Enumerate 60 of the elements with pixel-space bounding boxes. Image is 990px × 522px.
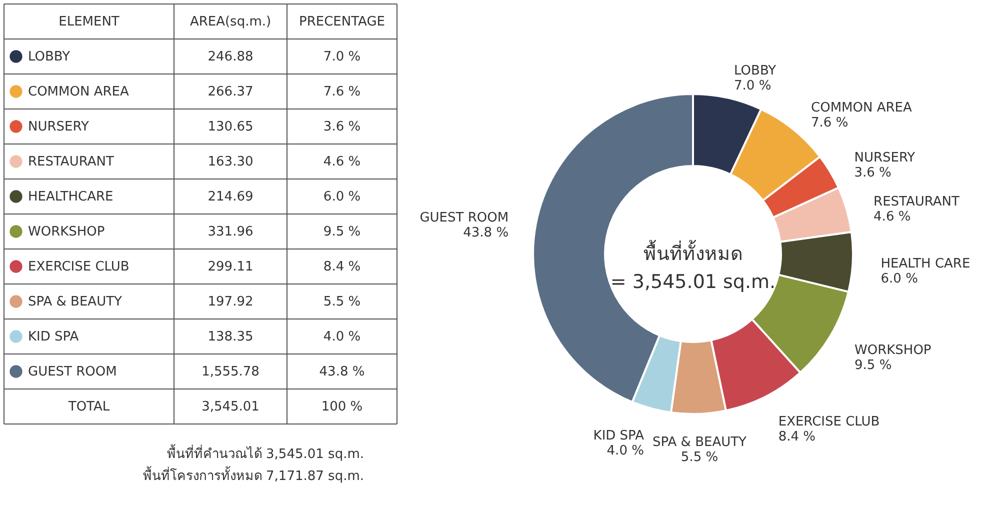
category-label: HEALTHCARE bbox=[28, 190, 114, 204]
data-label: 130.65 bbox=[208, 120, 254, 134]
data-label: 4.6 % bbox=[874, 210, 911, 225]
slice-label: RESTAURANT bbox=[874, 194, 960, 210]
data-label: 4.6 % bbox=[323, 154, 361, 170]
data-label: 7.6 % bbox=[323, 84, 361, 100]
data-label: 266.37 bbox=[208, 84, 254, 100]
data-label: 5.5 % bbox=[680, 450, 718, 465]
data-label: 214.69 bbox=[208, 190, 254, 204]
slice-label: SPA & BEAUTY bbox=[652, 434, 747, 450]
data-label: 43.8 % bbox=[463, 226, 509, 241]
category-label: KID SPA bbox=[28, 330, 79, 344]
category-label: SPA & BEAUTY bbox=[28, 294, 122, 310]
data-label: 4.0 % bbox=[606, 443, 644, 458]
slice-label: NURSERY bbox=[854, 150, 916, 166]
data-label: 9.5 % bbox=[323, 224, 361, 240]
category-label: NURSERY bbox=[28, 120, 89, 134]
data-label: 331.96 bbox=[208, 224, 254, 240]
text: = 3,545.01 sq.m. bbox=[610, 271, 776, 293]
category-label: COMMON AREA bbox=[28, 84, 129, 100]
slice-label: EXERCISE CLUB bbox=[778, 414, 880, 430]
data-label: 8.4 % bbox=[778, 430, 816, 445]
data-label: 138.35 bbox=[208, 330, 254, 344]
data-label: 5.5 % bbox=[323, 294, 361, 310]
text: ELEMENT bbox=[58, 14, 120, 30]
data-label: 7.6 % bbox=[811, 116, 848, 131]
slice-label: KID SPA bbox=[593, 428, 644, 444]
data-label: 1,555.78 bbox=[202, 364, 260, 380]
slice-label: HEALTH CARE bbox=[880, 256, 970, 272]
slice-label: LOBBY bbox=[734, 64, 776, 79]
text: PRECENTAGE bbox=[299, 14, 385, 30]
data-label: 43.8 % bbox=[319, 364, 365, 380]
data-label: 163.30 bbox=[208, 154, 254, 170]
text: พื้นที่ทั้งหมด bbox=[644, 240, 742, 265]
category-label: LOBBY bbox=[28, 50, 70, 64]
slice-label: GUEST ROOM bbox=[420, 210, 509, 226]
data-label: 4.0 % bbox=[323, 330, 361, 344]
data-label: 7.0 % bbox=[323, 50, 361, 64]
data-label: 100 % bbox=[321, 400, 363, 414]
data-label: 3.6 % bbox=[854, 165, 892, 180]
data-label: 246.88 bbox=[208, 50, 254, 64]
text: AREA(sq.m.) bbox=[190, 14, 272, 30]
category-label: TOTAL bbox=[67, 400, 110, 414]
data-label: 197.92 bbox=[208, 294, 254, 310]
data-label: 8.4 % bbox=[323, 260, 361, 274]
data-label: 6.0 % bbox=[323, 190, 361, 204]
category-label: GUEST ROOM bbox=[28, 364, 117, 380]
data-label: 3,545.01 bbox=[202, 400, 260, 414]
text: พื้นที่โครงการทั้งหมด 7,171.87 sq.m. bbox=[142, 466, 364, 484]
data-label: 9.5 % bbox=[854, 358, 892, 374]
data-label: 299.11 bbox=[208, 260, 254, 274]
category-label: RESTAURANT bbox=[28, 154, 114, 170]
data-label: 7.0 % bbox=[734, 78, 772, 94]
category-label: EXERCISE CLUB bbox=[28, 260, 130, 274]
text: พื้นที่ที่คำนวณได้ 3,545.01 sq.m. bbox=[166, 444, 364, 462]
category-label: WORKSHOP bbox=[28, 224, 105, 240]
data-label: 3.6 % bbox=[323, 120, 361, 134]
slice-label: COMMON AREA bbox=[811, 100, 912, 116]
slice-label: WORKSHOP bbox=[854, 343, 932, 358]
data-label: 6.0 % bbox=[880, 271, 918, 286]
